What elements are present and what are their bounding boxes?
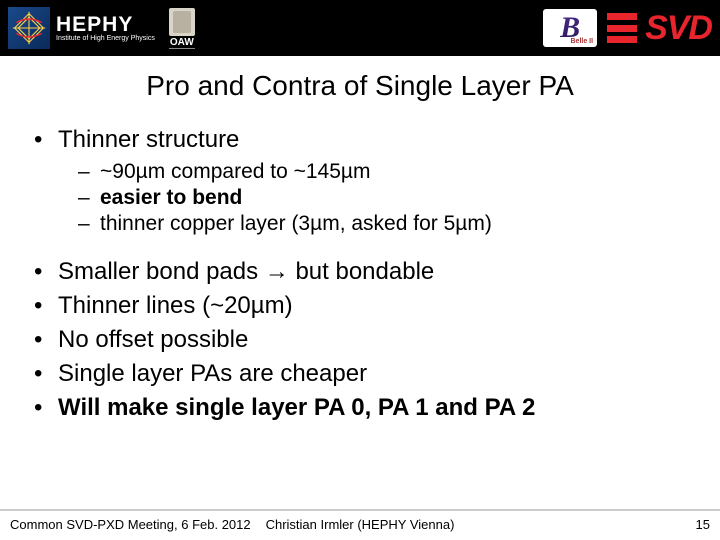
bullet-3-text: Thinner lines (~20µm) (58, 292, 293, 320)
svd-text: SVD (645, 9, 712, 48)
bullet-6: • Will make single layer PA 0, PA 1 and … (34, 394, 686, 422)
header-bar: HEPHY Institute of High Energy Physics O… (0, 0, 720, 56)
svd-bars-icon (607, 13, 637, 43)
slide-content: • Thinner structure – ~90µm compared to … (0, 102, 720, 540)
bullet-2: • Smaller bond pads → but bondable (34, 258, 686, 286)
footer-left: Common SVD-PXD Meeting, 6 Feb. 2012 (10, 517, 251, 532)
bullet-5-text: Single layer PAs are cheaper (58, 360, 367, 388)
bullet-4-text: No offset possible (58, 326, 248, 354)
belle-sub: Belle II (571, 38, 594, 45)
bullet-2-text: Smaller bond pads → but bondable (58, 258, 434, 286)
bullet-1-sub-2-text: easier to bend (100, 186, 242, 210)
bullet-dot-icon: • (34, 394, 58, 422)
belle-logo: B Belle II (543, 9, 597, 47)
bullet-1: • Thinner structure (34, 126, 686, 154)
oaw-label: OAW (169, 37, 195, 49)
bullet-1-sub-1: – ~90µm compared to ~145µm (78, 160, 686, 184)
oaw-logo: OAW (169, 8, 195, 49)
bullet-dot-icon: • (34, 292, 58, 320)
slide-title: Pro and Contra of Single Layer PA (0, 70, 720, 102)
bullet-dot-icon: • (34, 126, 58, 154)
bullet-1-sub-1-text: ~90µm compared to ~145µm (100, 160, 371, 184)
bullet-5: • Single layer PAs are cheaper (34, 360, 686, 388)
footer: Common SVD-PXD Meeting, 6 Feb. 2012 Chri… (0, 509, 720, 540)
hephy-logo: HEPHY Institute of High Energy Physics (8, 7, 155, 49)
bullet-1-sub-3: – thinner copper layer (3µm, asked for 5… (78, 212, 686, 236)
bullet-1-sub-2: – easier to bend (78, 186, 686, 210)
hephy-text: HEPHY Institute of High Energy Physics (56, 14, 155, 42)
bullet-dot-icon: • (34, 326, 58, 354)
hephy-sub: Institute of High Energy Physics (56, 35, 155, 42)
footer-center: Christian Irmler (HEPHY Vienna) (266, 517, 455, 532)
oaw-crest-icon (169, 8, 195, 36)
bullet-6-text: Will make single layer PA 0, PA 1 and PA… (58, 394, 535, 422)
bullet-1-sub-3-text: thinner copper layer (3µm, asked for 5µm… (100, 212, 492, 236)
dash-icon: – (78, 212, 100, 236)
svd-logo: SVD (607, 9, 712, 48)
slide: HEPHY Institute of High Energy Physics O… (0, 0, 720, 540)
bullet-4: • No offset possible (34, 326, 686, 354)
hephy-icon (8, 7, 50, 49)
bullet-dot-icon: • (34, 258, 58, 286)
footer-page-number: 15 (696, 517, 710, 532)
hephy-name: HEPHY (56, 14, 155, 35)
bullet-dot-icon: • (34, 360, 58, 388)
dash-icon: – (78, 186, 100, 210)
bullet-3: • Thinner lines (~20µm) (34, 292, 686, 320)
dash-icon: – (78, 160, 100, 184)
bullet-1-text: Thinner structure (58, 126, 239, 154)
